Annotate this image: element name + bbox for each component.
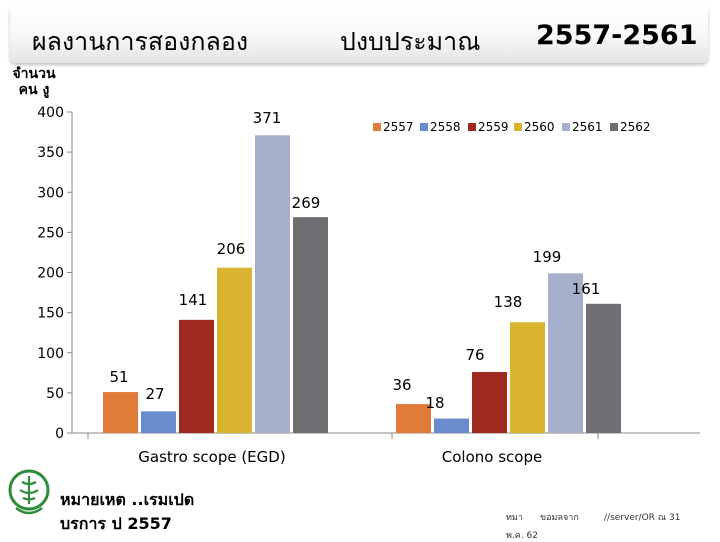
chart-legend: 2557 2558 2559 2560 2561 2562 [373, 120, 651, 134]
data-label: 27 [145, 385, 164, 403]
x-category-label: Colono scope [442, 448, 542, 466]
legend-label: 2557 [383, 120, 414, 134]
data-label: 161 [572, 280, 601, 298]
source-note-from: ขอมลจาก [540, 513, 579, 523]
source-note-server: //server/OR ณ 31 [604, 513, 681, 523]
data-label: 199 [533, 248, 562, 266]
title-banner: ผลงานการสองกลอง ปงบประมาณ 2557-2561 [10, 5, 708, 63]
data-label: 76 [465, 346, 484, 364]
y-tick-label: 300 [37, 185, 64, 201]
y-axis-label: จำนวนคน งู [12, 66, 56, 98]
legend-label: 2562 [620, 120, 651, 134]
legend-label: 2561 [572, 120, 603, 134]
data-label: 138 [494, 293, 523, 311]
chart-bars [103, 135, 621, 433]
bar-2559-colono [472, 372, 507, 433]
bar-2557-colono [396, 404, 431, 433]
ministry-of-public-health-emblem-icon [8, 469, 50, 515]
data-label: 269 [292, 194, 321, 212]
legend-swatch [420, 123, 428, 131]
legend-swatch [514, 123, 522, 131]
bar-2561-colono [548, 273, 583, 433]
bar-2559-egd [179, 319, 214, 433]
data-label: 141 [179, 291, 208, 309]
y-tick-label: 250 [37, 225, 64, 241]
bar-2557-egd [103, 392, 138, 433]
title-fiscal-year-label: ปงบประมาณ [340, 27, 481, 56]
source-note-date: พ.ค. 62 [506, 531, 538, 541]
bar-2560-colono [510, 322, 545, 433]
bar-2561-egd [255, 135, 290, 433]
legend-swatch [610, 123, 618, 131]
title-year-range: 2557-2561 [536, 20, 698, 51]
bar-2562-egd [293, 217, 328, 433]
legend-swatch [373, 123, 381, 131]
bar-2558-colono [434, 418, 469, 433]
title-text: ผลงานการสองกลอง [32, 27, 249, 56]
chart-data-labels: 51 27 141 206 371 269 36 18 76 138 199 161 [109, 109, 600, 412]
source-note-label: ทมา [506, 513, 523, 523]
y-tick-label: 350 [37, 145, 64, 161]
y-tick-label: 150 [37, 306, 64, 322]
footnote: หมายเหต ..เรมเปด บรการ ป 2557 [60, 488, 194, 536]
data-label: 36 [392, 376, 411, 394]
legend-label: 2559 [478, 120, 509, 134]
y-tick-label: 200 [37, 266, 64, 282]
legend-label: 2560 [524, 120, 555, 134]
footnote-line-1: หมายเหต ..เรมเปด [60, 490, 195, 509]
x-category-label: Gastro scope (EGD) [138, 448, 285, 466]
bar-chart: 0 50 100 150 200 250 300 350 400 Gastro scope (EG… [37, 105, 700, 466]
legend-swatch [562, 123, 570, 131]
bar-2558-egd [141, 411, 176, 433]
data-label: 51 [109, 368, 128, 386]
y-tick-label: 0 [55, 426, 64, 442]
data-label: 371 [253, 109, 282, 127]
data-label: 18 [425, 394, 444, 412]
bar-2562-colono [586, 303, 621, 433]
y-tick-label: 50 [46, 386, 64, 402]
data-label: 206 [217, 240, 246, 258]
footnote-line-2: บรการ ป 2557 [60, 514, 172, 533]
chart-axes: 0 50 100 150 200 250 300 350 400 Gastro scope (EG… [37, 105, 700, 466]
y-tick-label: 100 [37, 346, 64, 362]
legend-label: 2558 [430, 120, 461, 134]
legend-swatch [468, 123, 476, 131]
y-tick-label: 400 [37, 105, 64, 121]
bar-2560-egd [217, 267, 252, 433]
